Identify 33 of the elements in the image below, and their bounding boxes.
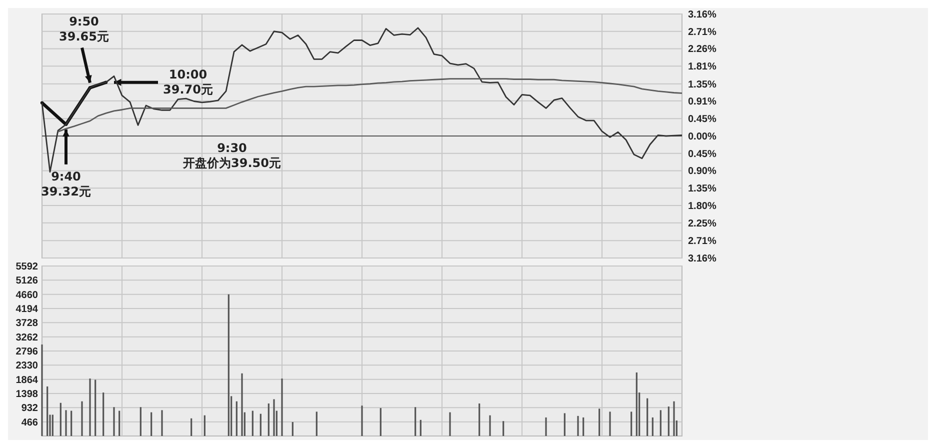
annotation: 9:30 开盘价为39.50元 (182, 140, 281, 170)
y-tick-label: 466 (21, 417, 38, 428)
y-tick-label: 1864 (16, 374, 38, 386)
y-tick-label: 1.81% (688, 62, 716, 73)
y-tick-label: 1.35% (688, 79, 716, 90)
y-tick-label: 932 (21, 403, 38, 414)
y-tick-label: 2.26% (688, 44, 716, 56)
y-tick-label: 2.71% (688, 26, 716, 38)
y-tick-label: 0.00% (688, 132, 716, 142)
y-tick-label: 1.35% (688, 184, 716, 195)
y-tick-label: 3728 (16, 318, 38, 330)
y-tick-label: 2330 (16, 360, 38, 372)
y-tick-label: 3.16% (688, 254, 716, 264)
y-tick-label: 4194 (16, 304, 38, 315)
y-tick-label: 4660 (16, 290, 38, 301)
y-tick-label: 2796 (16, 346, 38, 358)
y-tick-label: 5592 (16, 262, 38, 272)
y-tick-label: 0.91% (688, 96, 716, 108)
line-series (40, 27, 683, 173)
y-tick-label: 5126 (16, 276, 38, 287)
line-series (57, 78, 683, 132)
y-tick-label: 0.45% (688, 148, 716, 160)
y-tick-label: 1.80% (688, 200, 716, 212)
y-tick-label: 0.45% (688, 114, 716, 126)
annotation: 10:00 39.70元 (163, 67, 213, 96)
y-tick-label: 3262 (16, 332, 38, 344)
y-tick-label: 1398 (16, 389, 38, 400)
y-tick-label: 3.16% (688, 10, 716, 20)
y-tick-label: 2.25% (688, 218, 716, 230)
annotation: 9:40 39.32元 (41, 169, 91, 198)
y-tick-label: 2.71% (688, 236, 716, 248)
y-tick-label: 0.90% (688, 166, 716, 178)
annotation: 9:50 39.65元 (59, 14, 109, 44)
